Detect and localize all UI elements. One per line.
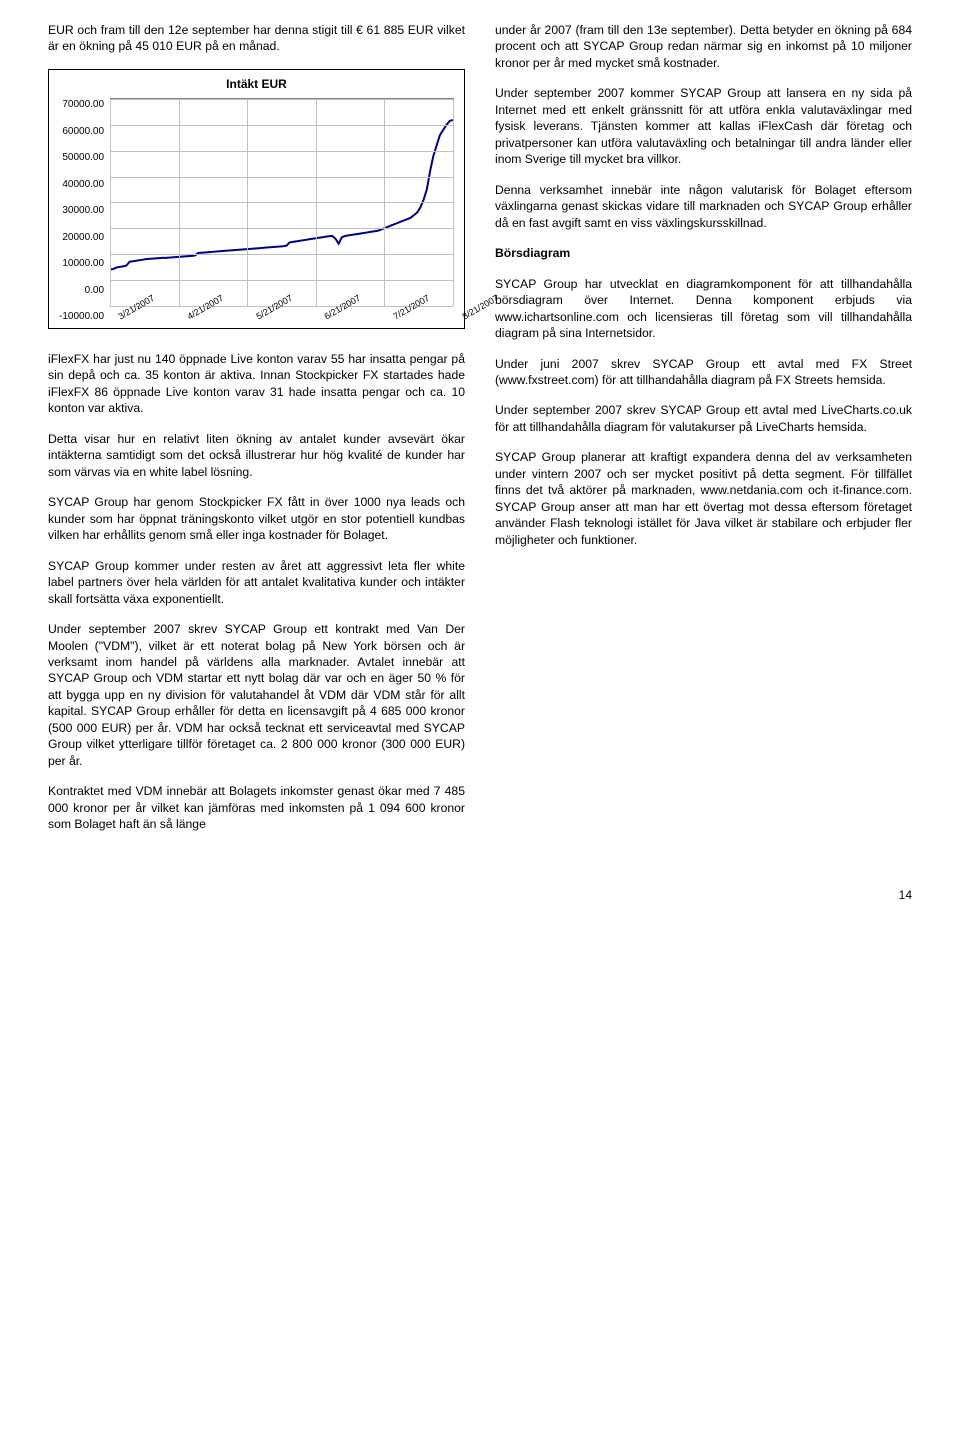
y-tick-label: 40000.00	[62, 178, 104, 192]
chart-title: Intäkt EUR	[59, 76, 454, 92]
grid-line-v	[179, 99, 180, 306]
y-axis-labels: 70000.00 60000.00 50000.00 40000.00 30000.00…	[59, 98, 110, 324]
left-p2: Detta visar hur en relativt liten ökning…	[48, 431, 465, 480]
x-tick-label: 7/21/2007	[391, 312, 397, 323]
x-tick-label: 5/21/2007	[254, 312, 260, 323]
grid-line-h	[110, 254, 453, 255]
y-tick-label: 0.00	[85, 284, 104, 298]
grid-line-h	[110, 125, 453, 126]
grid-line-v	[247, 99, 248, 306]
chart-area: 70000.00 60000.00 50000.00 40000.00 30000.00…	[59, 98, 454, 324]
grid-line-h	[110, 202, 453, 203]
right-p2: Under september 2007 kommer SYCAP Group …	[495, 85, 912, 167]
x-axis-labels: 3/21/2007 4/21/2007 5/21/2007 6/21/2007 7/21…	[110, 312, 454, 324]
right-p6: Under september 2007 skrev SYCAP Group e…	[495, 402, 912, 435]
x-tick-label: 8/21/2007	[460, 312, 466, 323]
x-tick-label: 3/21/2007	[116, 312, 122, 323]
plot-wrap: 3/21/2007 4/21/2007 5/21/2007 6/21/2007 7/21…	[110, 98, 454, 324]
y-tick-label: 10000.00	[62, 257, 104, 271]
y-tick-label: -10000.00	[59, 310, 104, 324]
right-p7: SYCAP Group planerar att kraftigt expand…	[495, 449, 912, 548]
y-tick-label: 70000.00	[62, 98, 104, 112]
grid-line-v	[316, 99, 317, 306]
right-p3: Denna verksamhet innebär inte någon valu…	[495, 182, 912, 231]
section-heading-borsdiagram: Börsdiagram	[495, 245, 912, 261]
y-tick-label: 50000.00	[62, 151, 104, 165]
revenue-chart: Intäkt EUR 70000.00 60000.00 50000.00 40000…	[48, 69, 465, 329]
intro-paragraph: EUR och fram till den 12e september har …	[48, 22, 465, 55]
right-p4: SYCAP Group har utvecklat en diagramkomp…	[495, 276, 912, 342]
grid-line-h	[110, 99, 453, 100]
y-tick-label: 30000.00	[62, 204, 104, 218]
right-p1: under år 2007 (fram till den 13e septemb…	[495, 22, 912, 71]
x-tick-label: 6/21/2007	[322, 312, 328, 323]
grid-line-h	[110, 228, 453, 229]
left-column: EUR och fram till den 12e september har …	[48, 22, 465, 847]
two-column-layout: EUR och fram till den 12e september har …	[48, 22, 912, 847]
left-p5: Under september 2007 skrev SYCAP Group e…	[48, 621, 465, 769]
plot-area	[110, 98, 454, 306]
grid-line-v	[110, 99, 111, 306]
grid-line-h	[110, 177, 453, 178]
x-tick-label: 4/21/2007	[185, 312, 191, 323]
grid-line-h	[110, 151, 453, 152]
y-tick-label: 20000.00	[62, 231, 104, 245]
left-p3: SYCAP Group har genom Stockpicker FX fåt…	[48, 494, 465, 543]
grid-line-v	[384, 99, 385, 306]
left-p4: SYCAP Group kommer under resten av året …	[48, 558, 465, 607]
page-number: 14	[48, 887, 912, 903]
grid-line-h	[110, 280, 453, 281]
y-tick-label: 60000.00	[62, 125, 104, 139]
left-p1: iFlexFX har just nu 140 öppnade Live kon…	[48, 351, 465, 417]
right-p5: Under juni 2007 skrev SYCAP Group ett av…	[495, 356, 912, 389]
grid-line-v	[453, 99, 454, 306]
right-column: under år 2007 (fram till den 13e septemb…	[495, 22, 912, 847]
left-p6: Kontraktet med VDM innebär att Bolagets …	[48, 783, 465, 832]
chart-series-line	[110, 120, 453, 270]
